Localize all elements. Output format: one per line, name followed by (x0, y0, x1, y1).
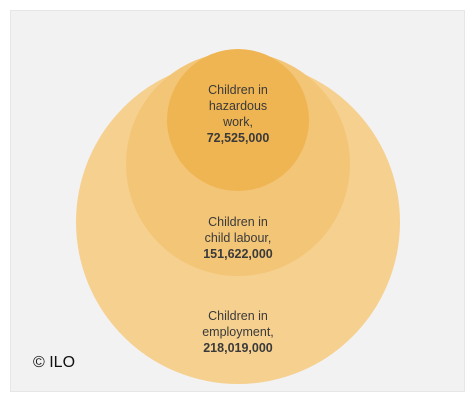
child-labour-label: Children in child labour, 151,622,000 (148, 214, 328, 262)
employment-value: 218,019,000 (203, 341, 273, 355)
child-labour-value: 151,622,000 (203, 247, 273, 261)
hazardous-work-line2: hazardous (208, 99, 268, 113)
hazardous-work-line1: Children in (208, 83, 268, 97)
child-labour-line2: child labour, (204, 231, 272, 245)
copyright-text: © ILO (33, 354, 76, 371)
employment-label: Children in employment, 218,019,000 (148, 308, 328, 356)
hazardous-work-value: 72,525,000 (206, 131, 270, 145)
employment-line2: employment, (202, 325, 274, 339)
employment-line1: Children in (208, 309, 268, 323)
hazardous-work-line3: work, (223, 115, 253, 129)
hazardous-work-label: Children in hazardous work, 72,525,000 (148, 82, 328, 146)
hazardous-work-circle (167, 49, 309, 191)
child-labour-line1: Children in (208, 215, 268, 229)
